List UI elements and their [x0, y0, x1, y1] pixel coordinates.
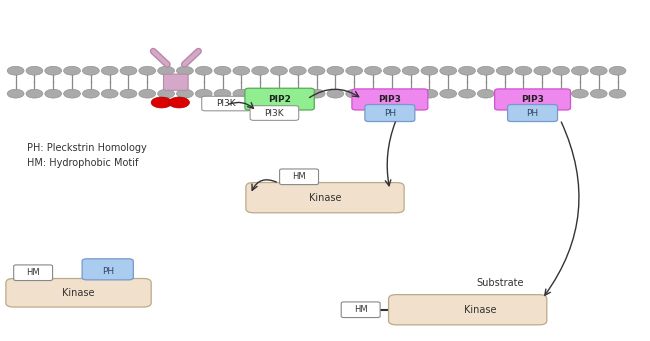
Circle shape [120, 66, 137, 75]
Circle shape [139, 66, 156, 75]
FancyBboxPatch shape [82, 259, 133, 280]
FancyBboxPatch shape [14, 265, 53, 281]
Circle shape [252, 89, 268, 98]
FancyBboxPatch shape [389, 295, 547, 325]
Circle shape [534, 66, 551, 75]
Circle shape [270, 89, 287, 98]
Text: HM: HM [354, 305, 367, 314]
Text: Kinase: Kinase [62, 288, 95, 298]
Circle shape [233, 89, 250, 98]
Text: PH: Pleckstrin Homology
HM: Hydrophobic Motif: PH: Pleckstrin Homology HM: Hydrophobic … [27, 143, 146, 168]
Circle shape [402, 66, 419, 75]
Circle shape [270, 66, 287, 75]
Circle shape [571, 66, 588, 75]
Text: PI3K: PI3K [265, 108, 284, 118]
Circle shape [214, 89, 231, 98]
Circle shape [496, 89, 513, 98]
Circle shape [176, 66, 193, 75]
Circle shape [534, 89, 551, 98]
Circle shape [552, 66, 569, 75]
Circle shape [571, 89, 588, 98]
Circle shape [496, 66, 513, 75]
Circle shape [459, 89, 476, 98]
Circle shape [346, 66, 363, 75]
Circle shape [421, 89, 438, 98]
Circle shape [214, 66, 231, 75]
Circle shape [609, 89, 626, 98]
Circle shape [289, 89, 306, 98]
FancyBboxPatch shape [365, 105, 415, 121]
FancyBboxPatch shape [250, 106, 299, 120]
FancyBboxPatch shape [164, 74, 188, 90]
Circle shape [289, 66, 306, 75]
FancyBboxPatch shape [246, 182, 404, 213]
Circle shape [515, 66, 532, 75]
Text: PIP3: PIP3 [378, 94, 401, 104]
Circle shape [176, 89, 193, 98]
Circle shape [158, 66, 174, 75]
FancyBboxPatch shape [495, 89, 571, 110]
FancyBboxPatch shape [202, 96, 250, 111]
Text: PI3K: PI3K [216, 99, 236, 108]
Circle shape [120, 89, 137, 98]
Circle shape [552, 89, 569, 98]
Circle shape [64, 89, 81, 98]
Circle shape [139, 89, 156, 98]
FancyBboxPatch shape [341, 302, 380, 317]
Circle shape [477, 89, 494, 98]
Circle shape [459, 66, 476, 75]
Circle shape [384, 66, 400, 75]
Circle shape [477, 66, 494, 75]
Text: PH: PH [526, 108, 539, 118]
Circle shape [158, 89, 174, 98]
Text: Kinase: Kinase [464, 305, 497, 315]
Circle shape [233, 66, 250, 75]
Circle shape [83, 89, 99, 98]
Circle shape [101, 66, 118, 75]
FancyBboxPatch shape [245, 88, 315, 110]
Circle shape [308, 89, 325, 98]
Circle shape [421, 66, 438, 75]
Circle shape [365, 66, 382, 75]
Circle shape [83, 66, 99, 75]
Circle shape [515, 89, 532, 98]
FancyBboxPatch shape [352, 89, 428, 110]
Circle shape [327, 89, 344, 98]
Circle shape [440, 66, 457, 75]
Circle shape [45, 89, 62, 98]
Circle shape [195, 89, 212, 98]
Circle shape [609, 66, 626, 75]
Circle shape [346, 89, 363, 98]
FancyBboxPatch shape [508, 105, 558, 121]
Circle shape [590, 89, 607, 98]
Text: HM: HM [292, 172, 306, 181]
Circle shape [384, 89, 400, 98]
Text: PIP3: PIP3 [521, 94, 544, 104]
Text: HM: HM [26, 268, 40, 277]
Circle shape [327, 66, 344, 75]
Circle shape [26, 66, 43, 75]
Circle shape [590, 66, 607, 75]
Circle shape [252, 66, 268, 75]
Circle shape [7, 66, 24, 75]
Circle shape [101, 89, 118, 98]
Circle shape [169, 97, 189, 108]
Circle shape [402, 89, 419, 98]
Circle shape [440, 89, 457, 98]
Circle shape [365, 89, 382, 98]
Text: PH: PH [101, 267, 114, 276]
Circle shape [64, 66, 81, 75]
Circle shape [308, 66, 325, 75]
FancyBboxPatch shape [6, 279, 151, 307]
Text: Substrate: Substrate [476, 278, 524, 288]
FancyBboxPatch shape [280, 169, 318, 184]
Circle shape [26, 89, 43, 98]
Circle shape [45, 66, 62, 75]
Text: PIP2: PIP2 [268, 94, 291, 104]
Circle shape [7, 89, 24, 98]
Text: Kinase: Kinase [309, 193, 341, 203]
Text: PH: PH [384, 108, 396, 118]
Circle shape [195, 66, 212, 75]
Circle shape [151, 97, 172, 108]
